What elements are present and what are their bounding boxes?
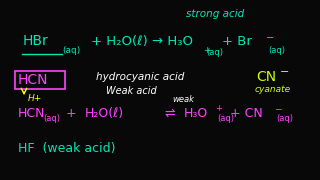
- Text: Weak acid: Weak acid: [106, 86, 156, 96]
- Text: + H₂O(ℓ) → H₃O: + H₂O(ℓ) → H₃O: [91, 35, 193, 48]
- Text: (aq): (aq): [268, 46, 285, 55]
- Text: (aq): (aq): [218, 114, 235, 123]
- Text: (aq): (aq): [276, 114, 293, 123]
- Text: +: +: [215, 104, 222, 113]
- Text: −: −: [274, 104, 281, 113]
- Text: strong acid: strong acid: [186, 9, 244, 19]
- Text: CN: CN: [256, 69, 276, 84]
- Text: −: −: [280, 67, 289, 77]
- Text: +: +: [62, 107, 81, 120]
- Text: weak: weak: [172, 95, 194, 104]
- Text: cyanate: cyanate: [254, 86, 291, 94]
- Text: (aq): (aq): [43, 114, 60, 123]
- Text: HBr: HBr: [22, 34, 48, 48]
- Text: HCN: HCN: [18, 107, 45, 120]
- Text: hydrocyanic acid: hydrocyanic acid: [96, 71, 184, 82]
- Text: HCN: HCN: [18, 73, 48, 87]
- Text: (aq): (aq): [207, 48, 224, 57]
- Text: + Br: + Br: [222, 35, 252, 48]
- Text: (aq): (aq): [62, 46, 81, 55]
- Text: +: +: [203, 46, 211, 55]
- Text: + CN: + CN: [230, 107, 263, 120]
- Text: H+: H+: [28, 94, 43, 103]
- Text: −: −: [266, 33, 274, 43]
- Text: ⇌: ⇌: [165, 107, 175, 120]
- Text: H₂O(ℓ): H₂O(ℓ): [85, 107, 124, 120]
- Text: HF  (weak acid): HF (weak acid): [18, 142, 115, 155]
- Text: H₃O: H₃O: [184, 107, 208, 120]
- Bar: [15, 71, 65, 89]
